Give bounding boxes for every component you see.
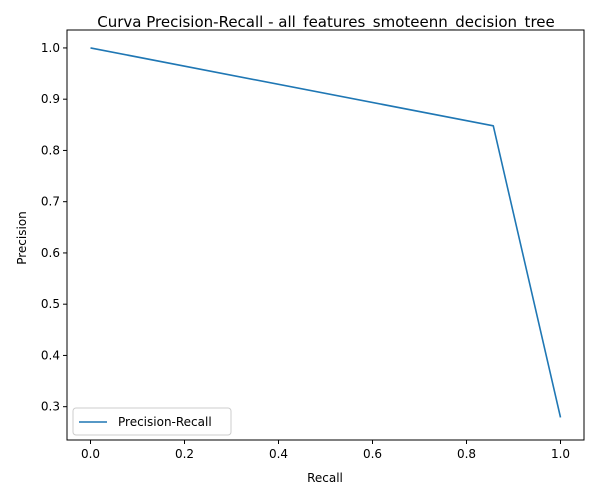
legend-label: Precision-Recall — [118, 415, 212, 429]
y-tick-label: 0.7 — [41, 195, 60, 209]
plot-area — [66, 29, 585, 441]
y-tick-label: 0.9 — [41, 92, 60, 106]
legend: Precision-Recall — [72, 407, 232, 436]
y-tick-label: 1.0 — [41, 41, 60, 55]
series-layer — [90, 47, 562, 418]
y-tick-label: 0.4 — [41, 348, 60, 362]
series-line-precision-recall — [90, 47, 562, 418]
legend-box — [72, 407, 232, 436]
y-axis-label: Precision — [15, 211, 29, 265]
x-axis-ticks: 0.0 0.2 0.4 0.6 0.8 1.0 — [81, 440, 570, 461]
x-tick-label: 0.6 — [363, 447, 382, 461]
y-tick-label: 0.3 — [41, 400, 60, 414]
x-axis-label: Recall — [307, 471, 343, 485]
y-tick-label: 0.6 — [41, 246, 60, 260]
x-tick-label: 0.2 — [175, 447, 194, 461]
chart-title: Curva Precision-Recall - all_features_sm… — [97, 13, 555, 32]
y-tick-label: 0.8 — [41, 143, 60, 157]
y-axis-ticks: 0.3 0.4 0.5 0.6 0.7 0.8 0.9 1.0 — [41, 41, 67, 414]
x-tick-label: 1.0 — [551, 447, 570, 461]
x-tick-label: 0.8 — [457, 447, 476, 461]
x-tick-label: 0.4 — [269, 447, 288, 461]
plot-frame — [66, 29, 585, 441]
x-tick-label: 0.0 — [81, 447, 100, 461]
y-tick-label: 0.5 — [41, 297, 60, 311]
